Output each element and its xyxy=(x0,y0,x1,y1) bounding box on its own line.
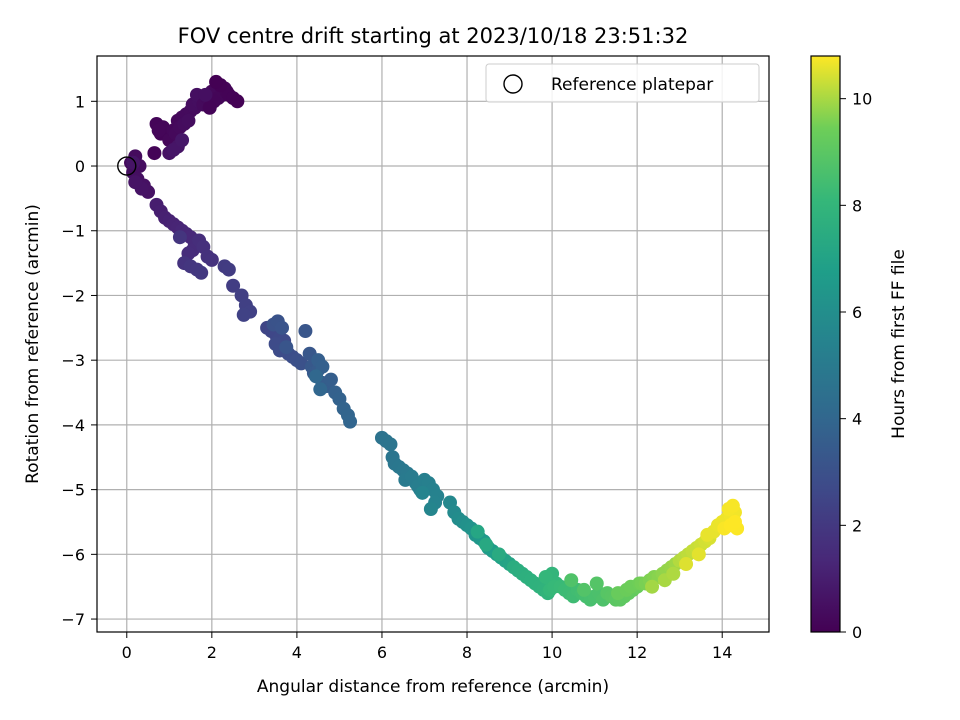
data-point xyxy=(198,87,213,102)
x-tick-label: 0 xyxy=(122,643,132,662)
data-points xyxy=(124,74,745,607)
colorbar-tick-label: 0 xyxy=(852,623,862,642)
x-tick-label: 4 xyxy=(292,643,302,662)
data-point xyxy=(128,175,143,190)
data-point xyxy=(576,582,591,597)
data-point xyxy=(294,356,309,371)
colorbar: 0 2 4 6 8 10 Hours from first FF file xyxy=(810,55,909,642)
x-tick-label: 12 xyxy=(627,643,647,662)
data-point xyxy=(126,155,141,170)
data-point xyxy=(679,557,694,572)
y-tick-label: −2 xyxy=(61,286,85,305)
reference-platepar-marker xyxy=(117,156,137,176)
y-tick-label: −1 xyxy=(61,222,85,241)
colorbar-ticks: 0 2 4 6 8 10 xyxy=(840,90,872,642)
x-tick-label: 10 xyxy=(542,643,562,662)
y-tick-label: −5 xyxy=(61,481,85,500)
colorbar-tick-label: 6 xyxy=(852,303,862,322)
data-point xyxy=(175,133,190,148)
data-point xyxy=(194,265,209,280)
data-point xyxy=(147,146,162,161)
data-point xyxy=(479,537,494,552)
data-point xyxy=(298,324,313,339)
x-axis-ticks: 0 2 4 6 8 10 12 14 xyxy=(122,632,732,662)
colorbar-tick-label: 10 xyxy=(852,90,872,109)
data-point xyxy=(415,485,430,500)
y-tick-label: −6 xyxy=(61,545,85,564)
data-point xyxy=(275,320,290,335)
x-tick-label: 8 xyxy=(462,643,472,662)
y-tick-label: 1 xyxy=(75,92,85,111)
chart-title: FOV centre drift starting at 2023/10/18 … xyxy=(178,24,689,48)
data-point xyxy=(226,278,241,293)
colorbar-tick-label: 4 xyxy=(852,410,862,429)
data-point xyxy=(423,502,438,517)
y-tick-label: 0 xyxy=(75,157,85,176)
plot-frame xyxy=(96,55,770,633)
x-tick-label: 2 xyxy=(207,643,217,662)
data-point xyxy=(343,414,358,429)
data-point xyxy=(564,573,579,588)
data-point xyxy=(309,369,324,384)
data-point xyxy=(666,566,681,581)
legend: Reference platepar xyxy=(485,63,760,103)
colorbar-label: Hours from first FF file xyxy=(889,249,909,439)
colorbar-tick-label: 8 xyxy=(852,196,862,215)
y-axis-ticks: 1 0 −1 −2 −3 −4 −5 −6 −7 xyxy=(61,92,97,629)
x-tick-label: 6 xyxy=(377,643,387,662)
y-tick-label: −7 xyxy=(61,610,85,629)
data-point xyxy=(323,372,338,387)
data-point xyxy=(470,524,485,539)
x-tick-label: 14 xyxy=(712,643,732,662)
data-point xyxy=(589,576,604,591)
data-point xyxy=(691,547,706,562)
data-point xyxy=(181,113,196,128)
data-point xyxy=(151,123,166,138)
data-point xyxy=(491,547,506,562)
data-point xyxy=(172,230,187,245)
data-point xyxy=(166,142,181,157)
data-point xyxy=(538,569,553,584)
data-point xyxy=(209,74,224,89)
data-point xyxy=(236,307,251,322)
data-point xyxy=(313,382,328,397)
data-point xyxy=(383,437,398,452)
grid xyxy=(97,56,769,632)
legend-box xyxy=(485,63,760,103)
data-point xyxy=(204,252,219,267)
y-tick-label: −4 xyxy=(61,416,85,435)
legend-marker-icon xyxy=(503,74,523,94)
y-tick-label: −3 xyxy=(61,351,85,370)
data-point xyxy=(279,340,294,355)
data-point xyxy=(725,498,740,513)
data-point xyxy=(727,514,742,529)
x-axis-label: Angular distance from reference (arcmin) xyxy=(257,677,609,697)
data-point xyxy=(230,94,245,109)
legend-label: Reference platepar xyxy=(551,75,713,95)
data-point xyxy=(221,262,236,277)
colorbar-gradient xyxy=(810,55,841,633)
colorbar-tick-label: 2 xyxy=(852,516,862,535)
data-point xyxy=(202,100,217,115)
data-point xyxy=(645,579,660,594)
y-axis-label: Rotation from reference (arcmin) xyxy=(23,204,43,484)
